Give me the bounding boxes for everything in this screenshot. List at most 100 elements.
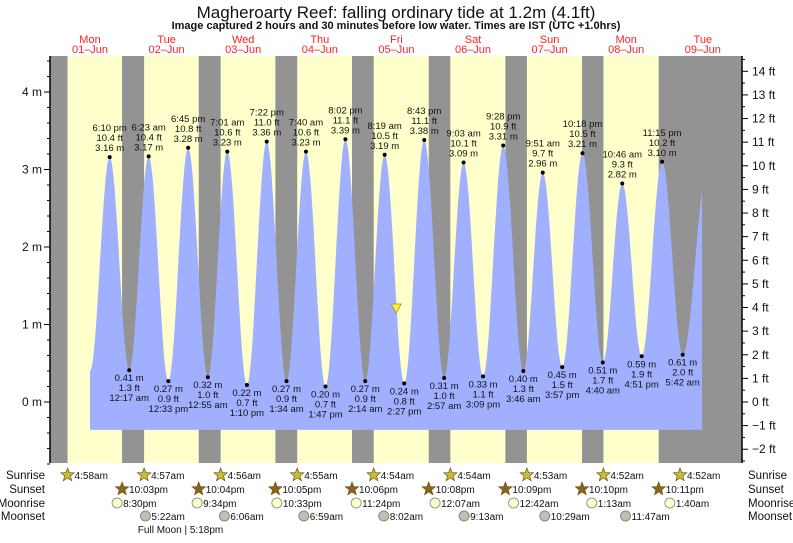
low-tide-point [560,365,565,370]
low-tide-label: 0.7 ft [236,398,257,409]
high-tide-label: 10.9 ft [490,121,517,132]
day-label-date: 07–Jun [532,44,568,56]
left-tick-label: 4 m [22,85,42,99]
sunrise-time: 4:54am [457,471,490,482]
sunset-icon [497,481,514,496]
high-tide-label: 11.1 ft [333,115,359,126]
high-tide-label: 2.96 m [528,159,557,170]
low-tide-label: 0.27 m [154,384,183,395]
low-tide-point [363,379,368,384]
sunrise-icon [136,467,152,482]
day-label-dow: Wed [232,34,254,46]
high-tide-label: 10.4 ft [96,133,123,144]
day-label-date: 03–Jun [225,44,261,56]
high-tide-point [501,143,506,148]
high-tide-label: 3.31 m [489,131,518,142]
moonset-time: 9:13am [470,512,503,523]
low-tide-label: 5:42 am [666,378,700,389]
high-tide-point [461,160,466,165]
high-tide-label: 10.5 ft [371,131,398,142]
sunset-icon [574,481,590,496]
low-tide-point [323,384,328,389]
low-tide-label: 0.45 m [548,370,577,381]
moonset-row-label: Moonset [1,511,46,523]
low-tide-label: 0.20 m [311,390,340,401]
low-tide-label: 2.0 ft [672,368,693,379]
high-tide-point [540,170,545,175]
high-tide-label: 6:23 am [132,122,166,133]
low-tide-point [442,375,447,380]
right-tick-label: 5 ft [752,277,769,291]
tide-area [90,139,703,430]
low-tide-label: 4:40 am [586,385,620,396]
high-tide-point [146,154,151,159]
low-tide-label: 4:51 pm [625,379,659,390]
low-tide-label: 0.41 m [115,373,144,384]
low-tide-label: 0.31 m [430,381,459,392]
low-tide-point [481,374,486,379]
moonrise-icon [271,497,283,509]
high-tide-label: 10.1 ft [450,139,477,150]
day-label-date: 05–Jun [378,44,414,56]
right-tick-label: 7 ft [752,230,769,244]
high-tide-label: 10.6 ft [214,128,241,139]
day-label-dow: Thu [310,34,329,46]
low-tide-label: 0.9 ft [276,394,297,405]
sunset-time: 10:11pm [666,485,704,496]
sunrise-time: 4:57am [151,471,184,482]
tide-area-path [90,139,703,430]
high-tide-point [382,152,387,157]
moonset-icon [378,510,390,522]
high-tide-label: 10.8 ft [175,124,202,135]
low-tide-label: 0.9 ft [158,394,179,405]
high-tide-point [422,138,427,143]
moonset-icon [620,510,632,522]
moonrise-time: 1:13am [598,499,631,510]
moonset-icon [218,510,230,522]
low-tide-point [205,375,210,380]
high-tide-label: 3.23 m [213,138,242,149]
right-tick-label: −2 ft [752,442,776,456]
sunset-icon [114,481,130,496]
right-tick-label: 2 ft [752,348,769,362]
low-tide-label: 0.51 m [588,365,617,376]
sunset-time: 10:05pm [282,485,321,496]
high-tide-label: 11.1 ft [411,116,437,127]
moonset-icon [539,510,551,522]
low-tide-label: 1:10 pm [230,408,264,419]
high-tide-label: 3.39 m [331,125,360,136]
high-tide-point [580,151,585,156]
right-tick-label: 0 ft [752,395,769,409]
low-tide-label: 0.27 m [351,384,380,395]
high-tide-label: 10.6 ft [293,128,320,139]
day-label-dow: Tue [157,34,176,46]
day-label-dow: Tue [694,34,713,46]
day-label-date: 01–Jun [72,44,108,56]
sunset-time: 10:10pm [589,485,628,496]
day-label-dow: Sun [540,34,560,46]
low-tide-label: 0.61 m [668,358,697,369]
moonrise-time: 8:30pm [123,499,156,510]
low-tide-label: 1.3 ft [119,383,140,394]
sunset-icon [267,481,283,496]
sunrise-row-label: Sunrise [748,470,787,482]
sunrise-icon [366,467,382,482]
right-tick-label: 1 ft [752,371,769,385]
high-tide-point [186,145,191,150]
moonset-time: 8:02am [390,512,423,523]
moonrise-icon [350,497,362,509]
moonrise-row-label: Moonrise [748,498,793,510]
day-label-dow: Sat [465,34,482,46]
sunrise-time: 4:56am [228,471,261,482]
moonrise-row-label: Moonrise [0,498,45,510]
high-tide-label: 7:40 am [289,118,323,129]
sunrise-time: 4:54am [381,471,414,482]
low-tide-label: 0.7 ft [315,400,336,411]
high-tide-label: 9.7 ft [532,149,553,160]
moonrise-time: 12:42am [520,499,559,510]
right-tick-label: 12 ft [752,112,776,126]
low-tide-label: 12:55 am [188,400,228,411]
sunrise-time: 4:52am [687,471,720,482]
moonset-row-label: Moonset [748,511,793,523]
high-tide-label: 3.23 m [291,138,320,149]
